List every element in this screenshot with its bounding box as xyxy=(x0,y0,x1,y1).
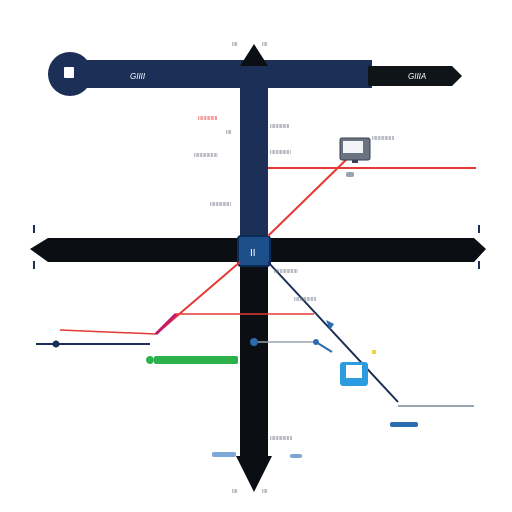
tablet-icon[interactable] xyxy=(340,362,368,386)
right-label-1: IIIIIIIIIIIIII xyxy=(270,124,289,130)
blue-route-short xyxy=(315,341,333,353)
blue-pill-bottom-left[interactable] xyxy=(212,452,236,457)
main-axis-lower-shaft xyxy=(240,262,268,458)
left-label-1: IIIIIIIIIIIIII xyxy=(198,116,217,122)
navy-routes xyxy=(36,261,474,407)
tablet-icon-screen xyxy=(346,365,362,378)
red-route-to-monitor xyxy=(267,155,351,237)
blue-pill-bottom-right[interactable] xyxy=(390,422,418,427)
right-label-6: IIIIIIIIIIIIIIII xyxy=(372,136,394,142)
horizontal-axis-right-tick-bottom xyxy=(478,261,480,269)
center-node-box[interactable] xyxy=(237,235,271,267)
horizontal-axis-left-tick-top xyxy=(33,225,35,233)
right-label-3: IIIIIIIIIIIIIIIII xyxy=(274,269,298,275)
bottom-tick-label-right: IIII xyxy=(262,489,268,495)
left-label-3: IIIIIIIIIIIIIIIII xyxy=(194,153,218,159)
red-horizontal-route-left xyxy=(59,329,157,335)
green-route-start-node[interactable] xyxy=(146,356,154,364)
navy-route-node-mid[interactable] xyxy=(250,338,258,346)
left-label-2: IIII xyxy=(226,130,232,136)
main-axis-top-arrow xyxy=(240,44,268,66)
top-bar-badge-icon xyxy=(64,67,74,78)
center-node-label: II xyxy=(250,248,256,259)
top-tick-label-left: IIII xyxy=(232,42,238,48)
small-pin-icon[interactable] xyxy=(346,172,354,177)
main-axis-upper-shaft xyxy=(240,66,268,238)
horizontal-axis-right-tick-top xyxy=(478,225,480,233)
green-route-bar xyxy=(154,356,238,364)
monitor-icon-stand xyxy=(352,160,358,163)
magenta-route xyxy=(154,312,178,336)
navy-route-node-left[interactable] xyxy=(52,340,60,348)
main-axis-bottom-arrow xyxy=(236,456,272,492)
top-bar-left-label: GIIII xyxy=(130,72,146,81)
right-label-4: IIIIIIIIIIIIIIII xyxy=(294,297,316,303)
horizontal-axis-left-tick-bottom xyxy=(33,261,35,269)
tick-labels: IIII IIII IIII IIII IIIIIIIIIIIIII IIII … xyxy=(194,42,394,495)
yellow-marker[interactable] xyxy=(372,350,376,354)
top-bar: GIIII GIIIA xyxy=(48,52,462,96)
red-routes xyxy=(59,155,476,335)
navy-route-diagonal xyxy=(267,261,399,403)
top-bar-body xyxy=(72,60,372,88)
monitor-icon[interactable] xyxy=(339,137,371,163)
monitor-icon-screen xyxy=(343,141,363,153)
left-label-4: IIIIIIIIIIIIIII xyxy=(210,202,231,208)
blue-pill-bottom-small[interactable] xyxy=(290,454,302,458)
blue-callout-marker[interactable] xyxy=(326,320,334,330)
top-tick-label-right: IIII xyxy=(262,42,268,48)
top-bar-right-label: GIIIA xyxy=(408,72,426,81)
bottom-tick-label-left: IIII xyxy=(232,489,238,495)
center-node[interactable]: II xyxy=(237,235,271,267)
right-label-5: IIIIIIIIIIIIIIII xyxy=(270,436,292,442)
main-axis xyxy=(236,44,272,492)
top-bar-right-tip xyxy=(368,66,462,86)
right-label-2: IIIIIIIIIIIIIII xyxy=(270,150,291,156)
green-route xyxy=(146,356,238,364)
